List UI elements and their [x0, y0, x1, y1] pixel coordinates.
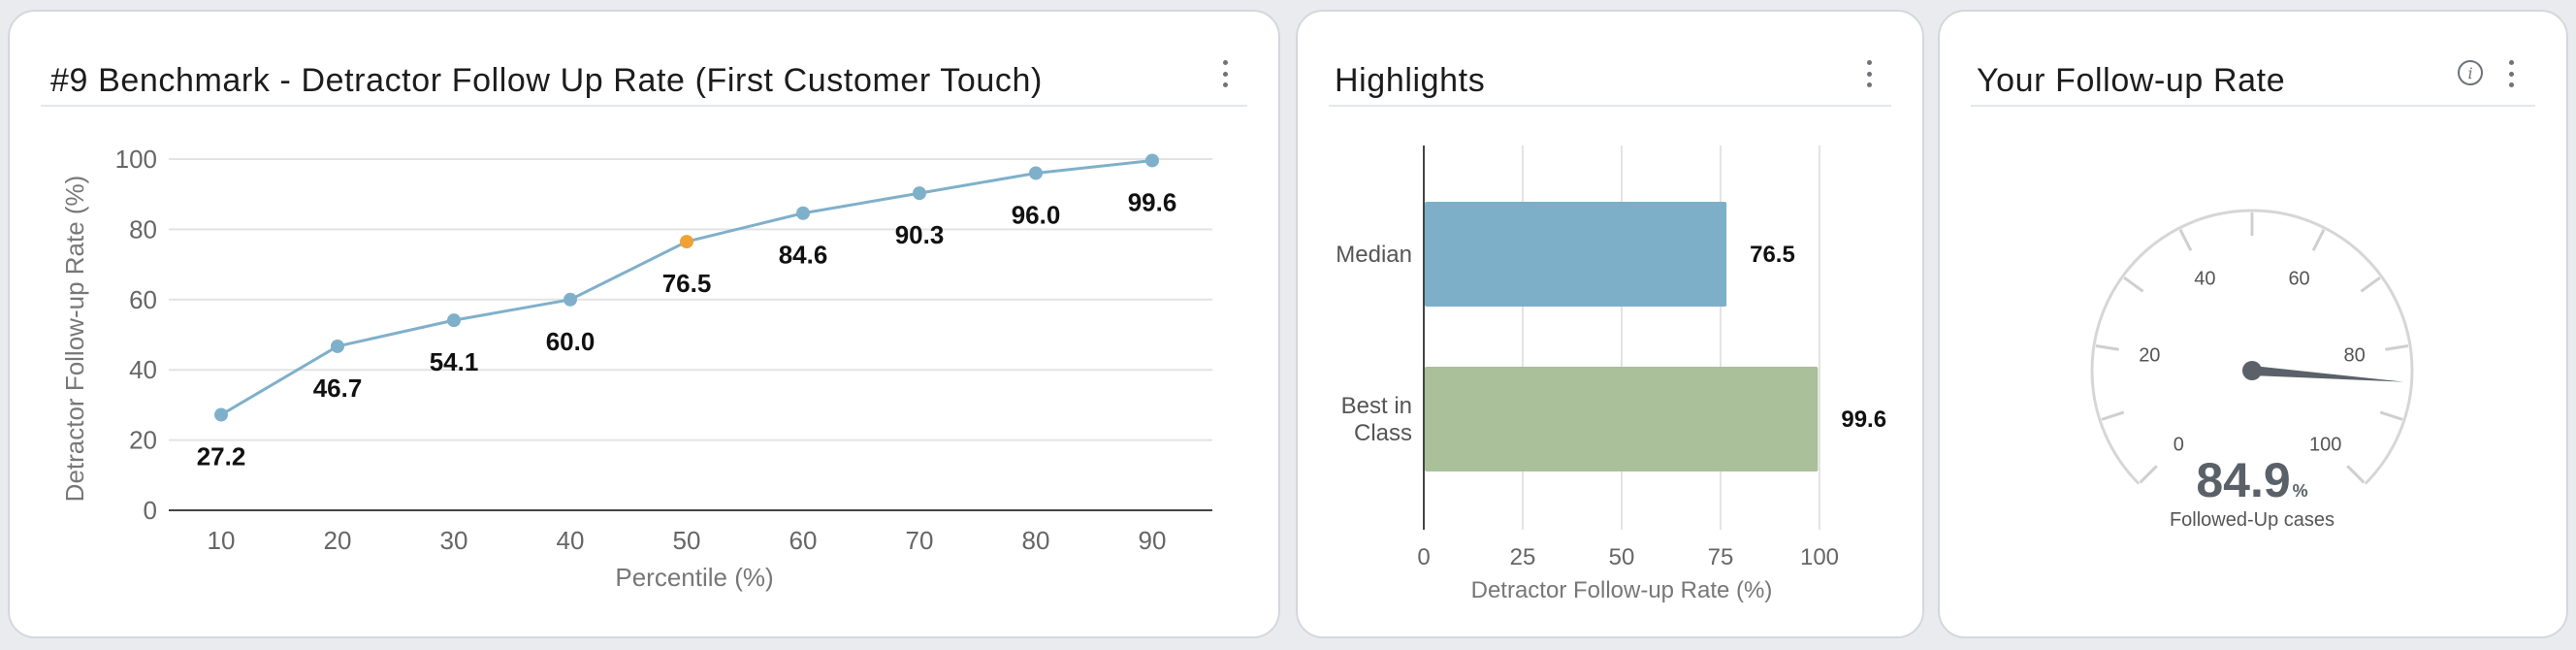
x-tick-label: 20: [324, 526, 352, 555]
gauge-value: 84.9%: [2196, 453, 2307, 507]
gauge-label: 100: [2309, 435, 2341, 456]
y-tick-label: 40: [129, 355, 157, 384]
x-tick-label: 40: [557, 526, 585, 555]
gauge-label: 60: [2288, 269, 2309, 290]
highlights-bar-chart: 0 25 50 75 100 76.5 Median 99.6 Best in Class Detr…: [1336, 146, 1886, 603]
data-label: 54.1: [430, 347, 479, 376]
highlights-divider: [1329, 105, 1891, 107]
x-tick-label: 60: [789, 526, 818, 555]
y-tick-label: 0: [144, 496, 157, 525]
median-bar: [1425, 202, 1727, 307]
benchmark-divider: [41, 105, 1247, 107]
followup-divider: [1971, 105, 2535, 107]
gauge-tick: [2123, 276, 2144, 293]
category-label: Median: [1336, 242, 1412, 268]
x-tick-label: 30: [440, 526, 468, 555]
highlight-point: [680, 235, 693, 249]
gauge-tick: [2101, 410, 2125, 421]
x-tick-label: 50: [673, 526, 701, 555]
data-label: 96.0: [1012, 200, 1061, 229]
benchmark-card: #9 Benchmark - Detractor Follow Up Rate …: [8, 10, 1280, 638]
data-label: 27.2: [197, 442, 246, 471]
gauge-tick: [2385, 344, 2409, 351]
data-point: [331, 339, 344, 353]
benchmark-menu-icon[interactable]: [1218, 60, 1232, 87]
x-tick-label: 0: [1417, 544, 1430, 570]
data-point: [1029, 166, 1043, 180]
gauge-arc: [2090, 209, 2414, 485]
y-axis-title: Detractor Follow-up Rate (%): [60, 176, 89, 503]
gauge-label: 40: [2194, 269, 2215, 290]
gauge-tick: [2139, 465, 2158, 484]
gauge-label: 0: [2174, 435, 2184, 456]
data-point: [1145, 153, 1159, 168]
benchmark-line-chart: 0 20 40 60 80 100 10 20 30 40 50 60 70 80 90 Percentile…: [60, 145, 1212, 592]
gauge-tick: [2311, 229, 2326, 251]
x-tick-label: 10: [208, 526, 236, 555]
gauge-tick: [2360, 276, 2381, 293]
gauge-tick: [2095, 344, 2119, 351]
x-tick-label: 25: [1510, 544, 1536, 570]
y-tick-label: 60: [129, 285, 157, 314]
x-tick-label: 75: [1708, 544, 1734, 570]
x-axis-title: Percentile (%): [615, 563, 773, 592]
gauge-needle: [2251, 366, 2404, 382]
data-label: 60.0: [546, 327, 596, 356]
gauge-tick: [2346, 465, 2366, 484]
followup-card: Your Follow-up Rate i 0 20 40 60 80 100 84.9% F…: [1938, 10, 2568, 638]
data-point: [564, 292, 577, 307]
x-tick-label: 80: [1022, 526, 1050, 555]
gauge-pivot: [2242, 361, 2262, 380]
gauge-tick: [2178, 229, 2193, 251]
bar-value-label: 76.5: [1750, 242, 1795, 268]
info-icon[interactable]: i: [2458, 60, 2483, 85]
y-tick-label: 80: [129, 214, 157, 244]
bar-value-label: 99.6: [1841, 406, 1886, 433]
data-label: 99.6: [1128, 187, 1177, 216]
x-axis-title: Detractor Follow-up Rate (%): [1471, 577, 1773, 603]
x-tick-label: 70: [906, 526, 934, 555]
data-point: [796, 206, 810, 220]
benchmark-title: #9 Benchmark - Detractor Follow Up Rate …: [50, 62, 1043, 99]
data-label: 90.3: [895, 220, 945, 249]
y-tick-label: 100: [115, 145, 157, 174]
y-tick-label: 20: [129, 426, 157, 455]
highlights-title: Highlights: [1335, 62, 1486, 99]
highlights-card: Highlights 0 25 50 75 100 76.5 Median 99.6 Best …: [1296, 10, 1924, 638]
best-in-class-bar: [1425, 367, 1819, 471]
data-point: [913, 186, 926, 201]
gauge-tick: [2379, 410, 2403, 421]
x-tick-label: 100: [1800, 544, 1839, 570]
category-label: Best in Class: [1341, 393, 1412, 446]
x-tick-label: 50: [1609, 544, 1635, 570]
gauge-caption: Followed-Up cases: [2170, 509, 2334, 531]
x-tick-label: 90: [1139, 526, 1167, 555]
data-point: [214, 407, 228, 422]
followup-menu-icon[interactable]: [2504, 60, 2518, 87]
gauge-label: 20: [2139, 344, 2160, 366]
data-label: 76.5: [662, 269, 712, 298]
data-label: 84.6: [779, 241, 828, 270]
followup-title: Your Follow-up Rate: [1977, 62, 2286, 99]
gauge-label: 80: [2344, 344, 2366, 366]
data-label: 46.7: [313, 374, 363, 403]
highlights-menu-icon[interactable]: [1862, 60, 1876, 87]
data-point: [447, 313, 461, 328]
